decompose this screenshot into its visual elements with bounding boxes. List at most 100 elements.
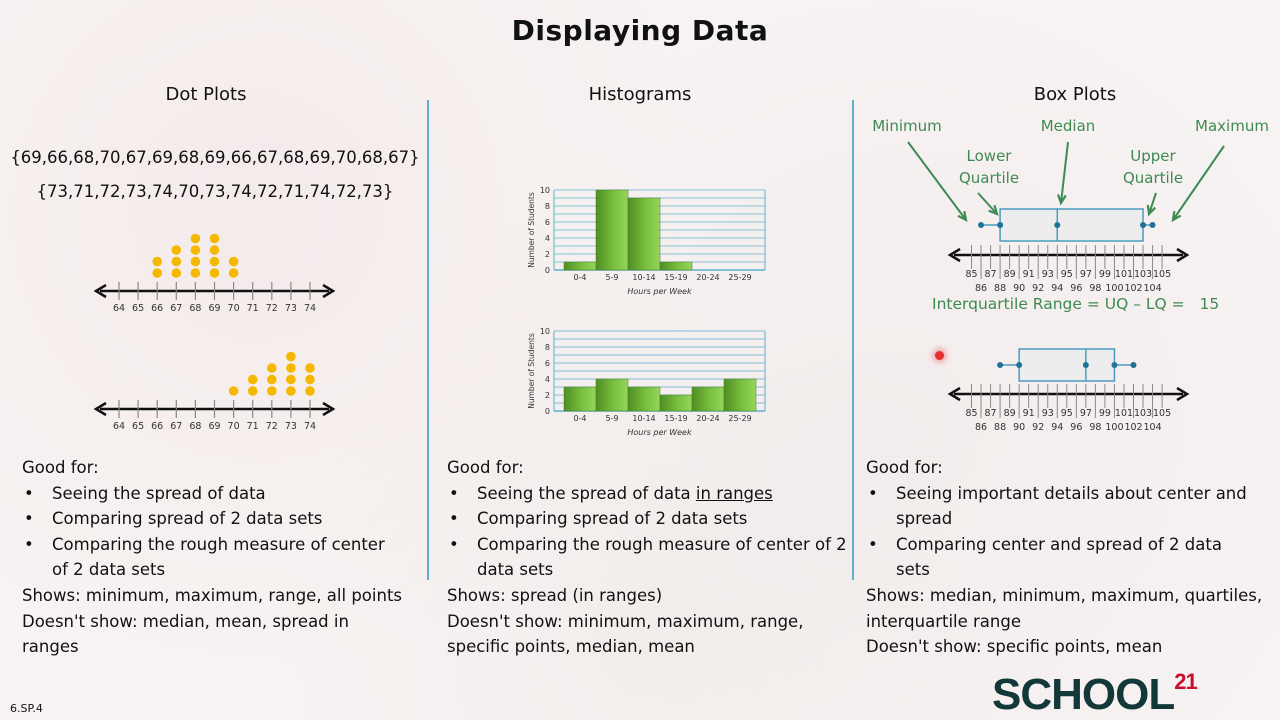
svg-text:93: 93 bbox=[1042, 408, 1054, 419]
svg-text:8: 8 bbox=[545, 202, 550, 211]
dot-plot-2: 64 65 66 67 68 69 70 71 72 73 74 bbox=[93, 351, 336, 432]
svg-text:6: 6 bbox=[545, 359, 550, 368]
svg-text:0: 0 bbox=[545, 266, 550, 275]
svg-text:89: 89 bbox=[1004, 408, 1016, 419]
school21-logo: SCHOOL21 bbox=[992, 669, 1198, 720]
svg-text:67: 67 bbox=[170, 303, 182, 314]
svg-text:0-4: 0-4 bbox=[573, 414, 586, 423]
pointer-indicator bbox=[935, 351, 944, 360]
svg-text:92: 92 bbox=[1032, 283, 1044, 294]
good-for-item: Comparing center and spread of 2 data se… bbox=[866, 532, 1246, 583]
svg-text:Number of Students: Number of Students bbox=[527, 333, 536, 409]
histograms-heading: Histograms bbox=[588, 84, 692, 105]
iqr-formula: Interquartile Range = UQ – LQ = 15 bbox=[932, 295, 1219, 313]
svg-text:85: 85 bbox=[965, 408, 977, 419]
svg-text:66: 66 bbox=[151, 421, 163, 432]
doesnt-show-text: Doesn't show: median, mean, spread in ra… bbox=[22, 611, 349, 657]
histogram-2: 0 2 4 6 8 10 0-4 5-9 10-14 15-19 20-24 25-29 Hours p… bbox=[527, 327, 766, 437]
page-title: Displaying Data bbox=[511, 14, 769, 47]
column-divider bbox=[427, 100, 429, 580]
svg-text:94: 94 bbox=[1051, 283, 1063, 294]
svg-text:20-24: 20-24 bbox=[696, 414, 719, 423]
svg-text:25-29: 25-29 bbox=[728, 273, 751, 282]
box-plot-1: 85 87 89 91 93 95 97 99 101 103 105 86 88 90 92 94 96 98 1… bbox=[947, 208, 1190, 294]
dot-plots-heading: Dot Plots bbox=[165, 84, 247, 105]
svg-text:88: 88 bbox=[994, 422, 1006, 433]
svg-text:98: 98 bbox=[1089, 422, 1101, 433]
svg-text:25-29: 25-29 bbox=[728, 414, 751, 423]
svg-text:86: 86 bbox=[975, 283, 987, 294]
svg-text:101: 101 bbox=[1115, 408, 1133, 419]
median-label: Median bbox=[1040, 117, 1096, 135]
svg-text:71: 71 bbox=[247, 303, 259, 314]
svg-text:97: 97 bbox=[1080, 269, 1092, 280]
shows-text: Shows: minimum, maximum, range, all poin… bbox=[22, 585, 403, 605]
svg-text:87: 87 bbox=[985, 408, 997, 419]
dataset-1: {69,66,68,70,67,69,68,69,66,67,68,69,70,… bbox=[10, 148, 420, 167]
svg-text:87: 87 bbox=[985, 269, 997, 280]
svg-text:68: 68 bbox=[189, 303, 201, 314]
svg-text:10: 10 bbox=[540, 186, 550, 195]
svg-text:93: 93 bbox=[1042, 269, 1054, 280]
histogram-1: 0 2 4 6 8 10 0-4 5-9 10-14 15-19 20-24 25-29 Hours p… bbox=[527, 186, 766, 296]
svg-text:4: 4 bbox=[545, 234, 550, 243]
upper-quartile-label: Upper Quartile bbox=[1122, 147, 1184, 187]
good-for-label: Good for: bbox=[447, 458, 524, 477]
svg-text:102: 102 bbox=[1124, 422, 1142, 433]
iqr-value: 15 bbox=[1199, 295, 1220, 313]
svg-text:101: 101 bbox=[1115, 269, 1133, 280]
svg-text:68: 68 bbox=[189, 421, 201, 432]
svg-text:92: 92 bbox=[1032, 422, 1044, 433]
underlined-emphasis: in ranges bbox=[695, 483, 773, 503]
box-plots-description: Good for: Seeing important details about… bbox=[866, 455, 1266, 660]
svg-text:0-4: 0-4 bbox=[573, 273, 586, 282]
svg-text:86: 86 bbox=[975, 422, 987, 433]
svg-text:15-19: 15-19 bbox=[664, 414, 687, 423]
good-for-item: Comparing the rough measure of center of… bbox=[22, 532, 402, 583]
svg-text:64: 64 bbox=[113, 303, 125, 314]
svg-text:10-14: 10-14 bbox=[632, 414, 655, 423]
minimum-label: Minimum bbox=[872, 117, 942, 135]
logo-text: SCHOOL bbox=[992, 670, 1175, 719]
svg-text:91: 91 bbox=[1023, 269, 1035, 280]
svg-text:104: 104 bbox=[1143, 422, 1161, 433]
good-for-item: Seeing the spread of data bbox=[22, 481, 422, 507]
svg-text:74: 74 bbox=[304, 303, 316, 314]
svg-text:20-24: 20-24 bbox=[696, 273, 719, 282]
svg-text:96: 96 bbox=[1070, 283, 1082, 294]
svg-text:95: 95 bbox=[1061, 269, 1073, 280]
svg-text:2: 2 bbox=[545, 250, 550, 259]
svg-text:88: 88 bbox=[994, 283, 1006, 294]
svg-text:96: 96 bbox=[1070, 422, 1082, 433]
svg-text:104: 104 bbox=[1143, 283, 1161, 294]
svg-text:0: 0 bbox=[545, 407, 550, 416]
lower-quartile-label: Lower Quartile bbox=[958, 147, 1020, 187]
svg-text:65: 65 bbox=[132, 421, 144, 432]
column-divider bbox=[852, 100, 854, 580]
iqr-text: Interquartile Range = UQ – LQ = bbox=[932, 295, 1185, 313]
svg-text:105: 105 bbox=[1153, 269, 1171, 280]
doesnt-show-text: Doesn't show: minimum, maximum, range, s… bbox=[447, 611, 804, 657]
shows-text: Shows: spread (in ranges) bbox=[447, 585, 663, 605]
good-for-label: Good for: bbox=[866, 458, 943, 477]
svg-text:69: 69 bbox=[208, 421, 220, 432]
svg-text:71: 71 bbox=[247, 421, 259, 432]
histograms-description: Good for: Seeing the spread of data in r… bbox=[447, 455, 847, 660]
svg-text:Hours per Week: Hours per Week bbox=[627, 428, 692, 437]
svg-text:98: 98 bbox=[1089, 283, 1101, 294]
svg-text:105: 105 bbox=[1153, 408, 1171, 419]
svg-text:64: 64 bbox=[113, 421, 125, 432]
svg-text:70: 70 bbox=[228, 421, 240, 432]
svg-text:72: 72 bbox=[266, 421, 278, 432]
svg-text:8: 8 bbox=[545, 343, 550, 352]
svg-text:5-9: 5-9 bbox=[605, 273, 618, 282]
good-for-item: Seeing important details about center an… bbox=[866, 481, 1266, 532]
dot-plot-1: 64 65 66 67 68 69 70 71 72 73 74 bbox=[93, 233, 336, 314]
svg-text:102: 102 bbox=[1124, 283, 1142, 294]
dot-plots-description: Good for: Seeing the spread of data Comp… bbox=[22, 455, 422, 660]
svg-text:99: 99 bbox=[1099, 408, 1111, 419]
svg-text:100: 100 bbox=[1105, 422, 1123, 433]
svg-text:4: 4 bbox=[545, 375, 550, 384]
good-for-item: Comparing spread of 2 data sets bbox=[447, 506, 847, 532]
